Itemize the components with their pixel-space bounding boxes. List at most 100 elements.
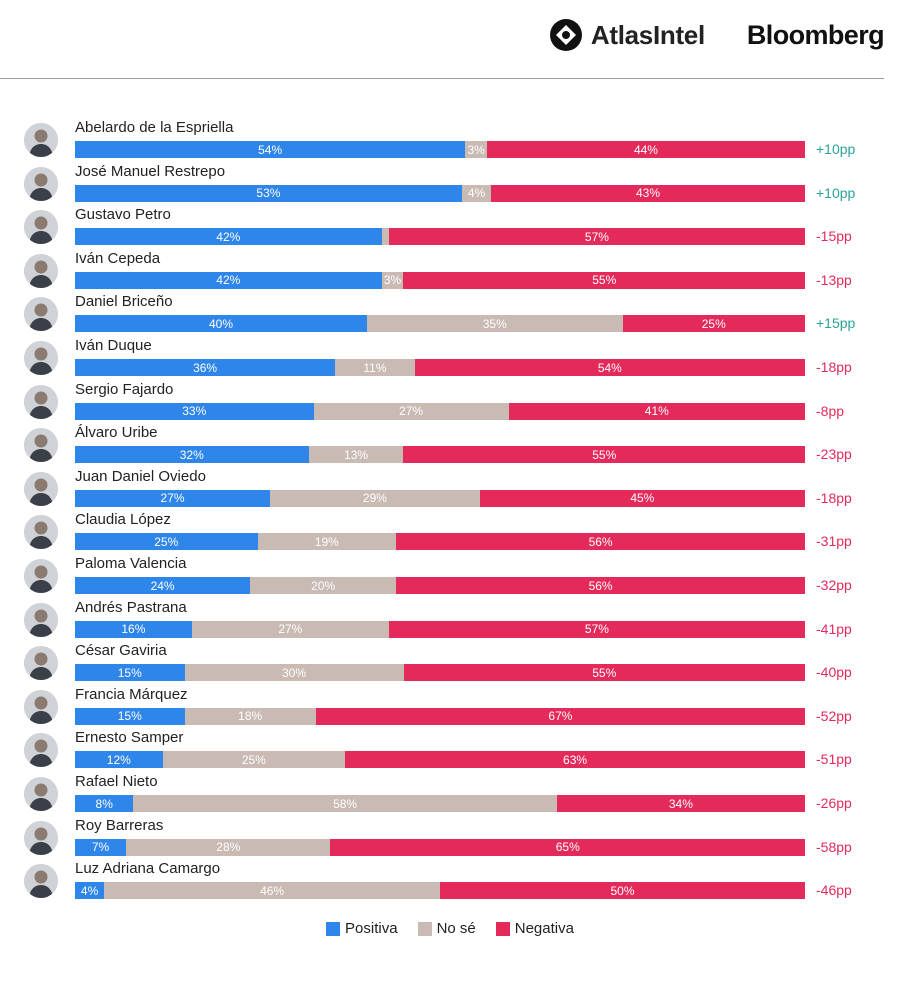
legend-item-negative: Negativa — [495, 920, 574, 937]
candidate-row: Álvaro Uribe 32% 13% 55% -23pp — [0, 423, 900, 467]
bar-segment-unsure: 27% — [313, 402, 509, 420]
bar-segment-positive: 40% — [75, 315, 367, 333]
stacked-bar: 54% 3% 44% — [75, 141, 805, 158]
bar-segment-unsure: 58% — [133, 795, 557, 812]
header-divider — [0, 78, 884, 79]
bar-segment-positive: 15% — [75, 707, 185, 725]
person-icon — [24, 559, 58, 593]
candidate-name: Roy Barreras — [75, 816, 164, 834]
net-difference: -15pp — [816, 228, 852, 245]
net-difference: -18pp — [816, 489, 852, 506]
candidate-name: Abelardo de la Espriella — [75, 119, 234, 136]
candidate-avatar — [24, 689, 58, 724]
bar-segment-positive: 8% — [75, 795, 134, 812]
bar-segment-unsure: 25% — [162, 751, 346, 769]
bloomberg-wordmark: Bloomberg — [746, 19, 885, 50]
candidate-avatar — [24, 210, 58, 245]
candidate-avatar — [24, 559, 58, 593]
person-icon — [24, 297, 58, 332]
candidate-avatar — [24, 253, 58, 288]
bar-segment-positive: 53% — [75, 184, 462, 202]
candidate-avatar — [24, 515, 58, 550]
bar-segment-positive: 16% — [75, 620, 192, 638]
bar-segment-negative: 45% — [479, 489, 805, 507]
bar-segment-unsure: 11% — [335, 359, 415, 376]
bar-segment-unsure — [381, 228, 389, 246]
person-icon — [24, 253, 58, 288]
net-difference: -26pp — [816, 795, 852, 811]
candidate-name: Claudia López — [75, 511, 171, 529]
candidate-row: Paloma Valencia 24% 20% 56% -32pp — [0, 554, 900, 598]
bar-segment-negative: 55% — [403, 271, 805, 289]
candidate-avatar — [24, 602, 58, 637]
stacked-bar: 27% 29% 45% — [75, 489, 805, 507]
candidate-name: Paloma Valencia — [75, 555, 187, 572]
stacked-bar: 8% 58% 34% — [75, 795, 805, 812]
candidate-avatar — [24, 471, 58, 506]
candidate-name: José Manuel Restrepo — [75, 162, 226, 180]
candidate-row: Iván Cepeda 42% 3% 55% -13pp — [0, 249, 900, 293]
candidate-name: Álvaro Uribe — [75, 424, 158, 442]
stacked-bar: 33% 27% 41% — [75, 402, 805, 420]
bar-segment-negative: 50% — [439, 882, 805, 900]
stacked-bar: 42% 3% 55% — [75, 271, 805, 289]
bar-segment-positive: 24% — [75, 577, 251, 594]
bar-segment-positive: 25% — [75, 533, 258, 551]
candidate-avatar — [24, 820, 58, 855]
bar-segment-negative: 56% — [396, 533, 805, 551]
legend-swatch-negative — [495, 921, 510, 936]
net-difference: -41pp — [816, 620, 852, 637]
person-icon — [24, 515, 58, 550]
stacked-bar: 12% 25% 63% — [75, 751, 805, 769]
candidate-name: Andrés Pastrana — [75, 598, 187, 616]
brand-logos: AtlasIntel Bloomberg — [549, 18, 885, 52]
bar-segment-negative: 63% — [345, 751, 805, 769]
person-icon — [24, 820, 58, 855]
candidate-row: Luz Adriana Camargo 4% 46% 50% -46pp — [0, 859, 900, 903]
stacked-bar: 4% 46% 50% — [75, 882, 805, 900]
legend-label-positive: Positiva — [345, 920, 398, 937]
stacked-bar: 16% 27% 57% — [75, 620, 805, 638]
net-difference: -18pp — [816, 359, 852, 375]
stacked-bar: 24% 20% 56% — [75, 577, 805, 594]
person-icon — [24, 210, 58, 245]
candidate-avatar — [24, 123, 58, 157]
person-icon — [24, 166, 58, 201]
candidate-row: Andrés Pastrana 16% 27% 57% -41pp — [0, 598, 900, 642]
candidate-avatar — [24, 166, 58, 201]
candidate-name: Gustavo Petro — [75, 206, 171, 224]
candidate-avatar — [24, 297, 58, 332]
net-difference: -58pp — [816, 838, 852, 855]
bar-segment-unsure: 3% — [465, 141, 487, 158]
bar-segment-unsure: 19% — [257, 533, 397, 551]
net-difference: +10pp — [816, 141, 856, 157]
person-icon — [24, 471, 58, 506]
person-icon — [24, 123, 58, 157]
candidate-avatar — [24, 777, 58, 811]
candidate-row: Sergio Fajardo 33% 27% 41% -8pp — [0, 380, 900, 424]
net-difference: -8pp — [816, 402, 845, 419]
stacked-bar: 53% 4% 43% — [75, 184, 805, 202]
candidate-avatar — [24, 646, 58, 681]
bar-segment-positive: 32% — [75, 446, 309, 464]
bar-segment-unsure: 13% — [308, 446, 404, 464]
candidate-name: Ernesto Samper — [75, 729, 184, 747]
bar-segment-positive: 36% — [75, 359, 336, 376]
legend-label-negative: Negativa — [514, 920, 574, 937]
candidate-row: Francia Márquez 15% 18% 67% -52pp — [0, 685, 900, 729]
candidate-name: Iván Duque — [75, 337, 152, 354]
bar-segment-negative: 54% — [414, 359, 805, 376]
person-icon — [24, 602, 58, 637]
bar-segment-negative: 34% — [556, 795, 805, 812]
candidate-avatar — [24, 428, 58, 463]
candidate-avatar — [24, 341, 58, 375]
candidate-row: Abelardo de la Espriella 54% 3% 44% +10pp — [0, 118, 900, 162]
bar-segment-unsure: 27% — [191, 620, 389, 638]
bar-segment-negative: 55% — [403, 446, 805, 464]
person-icon — [24, 341, 58, 375]
bar-segment-positive: 54% — [75, 141, 466, 158]
net-difference: -13pp — [816, 271, 852, 288]
legend-swatch-unsure — [417, 921, 432, 936]
person-icon — [24, 384, 58, 419]
candidate-avatar — [24, 864, 58, 899]
